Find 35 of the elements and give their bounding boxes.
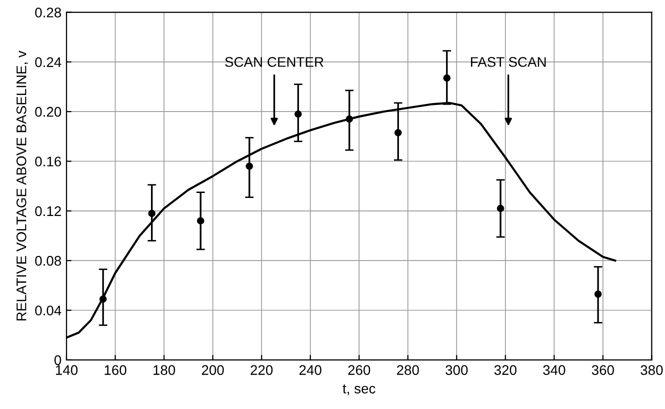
x-tick-label: 300 <box>446 365 468 375</box>
point <box>294 110 302 118</box>
point <box>246 162 254 170</box>
y-tick-label: 0.08 <box>35 256 62 266</box>
x-tick-label: 280 <box>396 365 419 375</box>
point <box>148 210 156 218</box>
y-tick-label: 0.16 <box>35 156 62 166</box>
point <box>99 295 107 303</box>
x-tick-label: 160 <box>104 365 126 375</box>
x-tick-label: 340 <box>543 365 566 375</box>
x-tick-label: 180 <box>154 365 176 375</box>
x-tick-label: 140 <box>56 365 78 375</box>
x-tick-label: 260 <box>348 365 370 375</box>
x-tick-label: 240 <box>299 365 322 375</box>
x-tick-label: 380 <box>640 365 663 375</box>
x-tick-label: 220 <box>250 365 273 375</box>
point <box>346 115 353 123</box>
y-tick-label: 0.12 <box>35 206 61 216</box>
point <box>394 129 402 136</box>
annotation: SCAN CENTER <box>225 57 324 67</box>
y-tick-label: 0.24 <box>35 57 62 68</box>
y-axis-title: RELATIVE VOLTAGE ABOVE BASELINE, v <box>16 50 28 320</box>
point <box>496 204 504 212</box>
y-tick-label: 0 <box>54 355 62 366</box>
point <box>443 74 451 82</box>
point <box>196 217 204 224</box>
annotation: FAST SCAN <box>470 57 546 67</box>
x-tick-label: 200 <box>202 365 224 375</box>
x-tick-label: 360 <box>592 365 614 375</box>
x-axis-title: t, sec <box>342 384 376 396</box>
y-tick-label: 0.20 <box>35 106 62 117</box>
y-tick-label: 0.04 <box>35 306 62 316</box>
point <box>594 290 602 298</box>
x-tick-label: 320 <box>494 365 516 375</box>
y-tick-label: 0.28 <box>35 8 62 18</box>
